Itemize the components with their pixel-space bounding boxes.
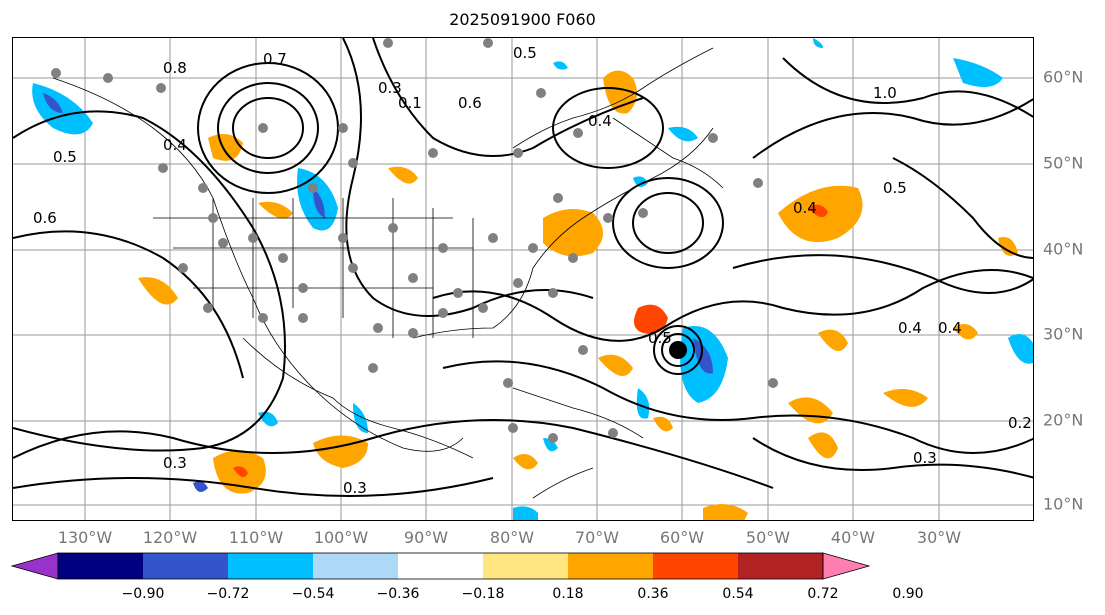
colorbar-segment [738,553,823,579]
contour-label: 0.4 [938,319,962,337]
colorbar-tick: −0.90 [121,586,165,602]
lon-label: 50°W [745,528,791,547]
lon-label: 80°W [489,528,535,547]
colorbar-segments [10,552,871,580]
colorbar-segment [58,553,143,579]
colorbar-tick: −0.18 [461,586,505,602]
lon-label: 120°W [142,528,198,547]
lat-label: 40°N [1043,239,1084,259]
contour-label: 0.4 [793,199,817,217]
coastlines [52,47,724,499]
lon-label: 90°W [403,528,449,547]
colorbar-tick: 0.54 [722,586,754,602]
colorbar-segment [483,553,568,579]
lon-label: 60°W [659,528,705,547]
colorbar-tick: 0.36 [637,586,669,602]
contour-label: 0.5 [53,148,77,166]
lon-label: 40°W [830,528,876,547]
contour-label: 0.5 [513,44,537,62]
colorbar-tick: −0.54 [291,586,335,602]
contour-label: 0.6 [458,94,482,112]
lat-label: 50°N [1043,153,1084,173]
lon-label: 100°W [313,528,369,547]
lon-label: 110°W [228,528,284,547]
contour-label: 0.1 [398,94,422,112]
contour-label: 0.3 [343,479,367,497]
contour-label: 0.4 [163,136,187,154]
colorbar-tick: −0.36 [376,586,420,602]
contour-label: 0.3 [163,454,187,472]
contour-label: 1.0 [873,84,897,102]
contour-label: 0.3 [913,449,937,467]
storm-marker [653,325,703,375]
colorbar-extend-low [10,552,59,580]
colorbar-tick: 0.18 [552,586,584,602]
contour-label: 0.8 [163,59,187,77]
lat-label: 60°N [1043,67,1084,87]
map-canvas[interactable]: 0.5 0.4 0.8 0.7 0.3 0.1 0.6 0.4 0.5 0.4 … [13,38,1034,521]
contour-lines [13,38,1033,497]
contour-label: 0.6 [33,209,57,227]
colorbar-tick: 0.72 [807,586,839,602]
colorbar-tick: 0.90 [892,586,924,602]
colorbar-segment [143,553,228,579]
lon-label: 30°W [916,528,962,547]
map-panel[interactable]: 0.5 0.4 0.8 0.7 0.3 0.1 0.6 0.4 0.5 0.4 … [12,37,1034,521]
graticule [13,38,1033,520]
contour-label: 0.5 [648,329,672,347]
colorbar-segment [568,553,653,579]
colorbar-extend-high [822,552,871,580]
lat-label: 10°N [1043,494,1084,514]
colorbar-tick: −0.72 [206,586,250,602]
colorbar-outline [57,552,824,580]
colorbar-segment [398,553,483,579]
contour-label: 0.5 [883,179,907,197]
lon-label: 70°W [574,528,620,547]
negative-anomaly-fills [32,38,1033,520]
map-title: 2025091900 F060 [449,10,596,29]
station-markers [51,38,778,443]
contour-label: 0.3 [378,79,402,97]
colorbar-segment [653,553,738,579]
positive-anomaly-fills [138,70,1018,520]
contour-label: 0.2 [1008,414,1032,432]
lon-label: 130°W [57,528,113,547]
contour-label: 0.7 [263,50,287,68]
colorbar-segment [313,553,398,579]
lat-label: 20°N [1043,410,1084,430]
contour-label: 0.4 [588,112,612,130]
lat-label: 30°N [1043,324,1084,344]
contour-label-group: 0.5 0.4 0.8 0.7 0.3 0.1 0.6 0.4 0.5 0.4 … [33,44,1032,497]
contour-label: 0.4 [898,319,922,337]
colorbar [10,552,871,580]
colorbar-segment [228,553,313,579]
